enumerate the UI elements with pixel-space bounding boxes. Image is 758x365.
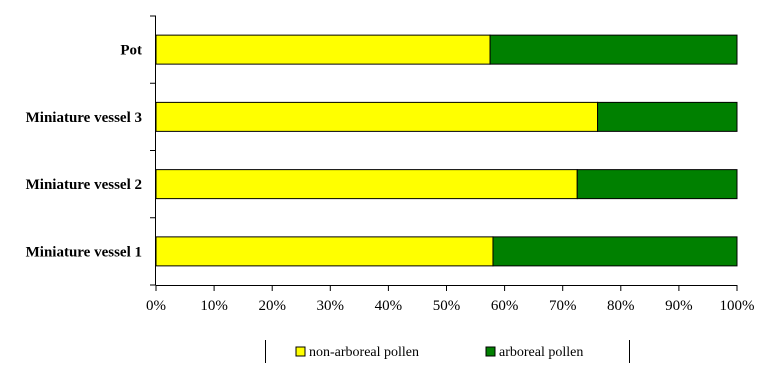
bar-miniature-vessel-3-arboreal-pollen [597,101,738,132]
bar-pot-non-arboreal-pollen [155,34,491,65]
axes-layer: Miniature vessel 1 Miniature vessel 2 Mini… [26,15,755,314]
bar-miniature-vessel-3-non-arboreal-pollen [155,101,599,132]
legend-swatch-arboreal-pollen [485,346,496,357]
bar-pot-arboreal-pollen [489,34,738,65]
legend-label-non-arboreal-pollen: non-arboreal pollen [309,345,419,360]
x-tick-label: 100% [720,298,755,314]
bar-miniature-vessel-1-arboreal-pollen [492,236,738,267]
category-label-miniature-vessel-3: Miniature vessel 3 [26,110,142,126]
x-tick-label: 10% [200,298,228,314]
x-tick-label: 40% [375,298,403,314]
x-tick-label: 60% [491,298,519,314]
legend: non-arboreal pollen arboreal pollen [265,340,630,363]
bar-miniature-vessel-1-non-arboreal-pollen [155,236,494,267]
bar-miniature-vessel-2-arboreal-pollen [576,169,738,200]
category-label-pot: Pot [120,43,142,59]
x-tick-label: 0% [146,298,166,314]
category-label-miniature-vessel-1: Miniature vessel 1 [26,244,142,260]
x-tick-label: 80% [607,298,635,314]
x-tick-label: 20% [258,298,286,314]
x-tick-label: 70% [549,298,577,314]
category-label-miniature-vessel-2: Miniature vessel 2 [26,177,142,193]
legend-label-arboreal-pollen: arboreal pollen [499,345,583,360]
legend-swatch-non-arboreal-pollen [295,346,306,357]
x-tick-label: 30% [317,298,345,314]
x-tick-label: 50% [433,298,461,314]
bar-miniature-vessel-2-non-arboreal-pollen [155,169,578,200]
bars-layer [155,34,738,267]
x-tick-label: 90% [665,298,693,314]
